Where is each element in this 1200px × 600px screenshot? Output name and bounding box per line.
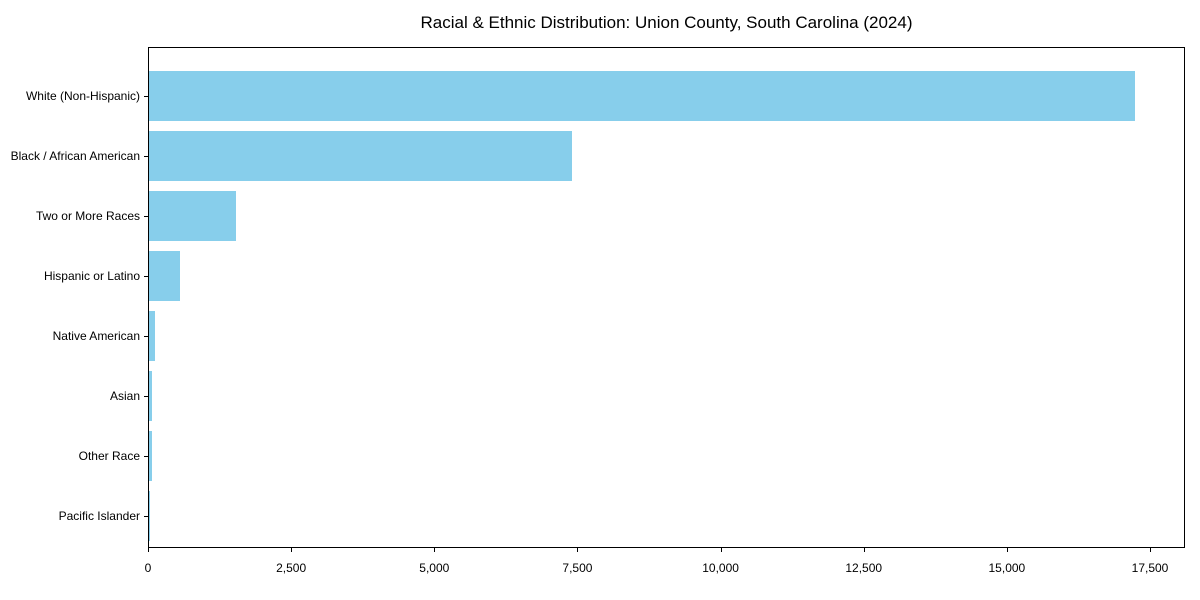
x-tick-label: 2,500	[276, 561, 307, 575]
y-tick-mark	[144, 156, 148, 157]
bar	[149, 131, 572, 181]
y-tick-mark	[144, 336, 148, 337]
y-tick-mark	[144, 216, 148, 217]
x-tick-label: 7,500	[562, 561, 593, 575]
y-tick-mark	[144, 96, 148, 97]
x-tick-mark	[148, 548, 149, 552]
category-label: Asian	[109, 389, 140, 403]
x-tick-mark	[291, 548, 293, 552]
category-label: Two or More Races	[35, 209, 140, 223]
x-tick-mark	[720, 548, 722, 552]
x-tick-label: 15,000	[988, 561, 1026, 575]
category-label: Pacific Islander	[58, 509, 140, 523]
bar	[149, 491, 150, 541]
y-tick-mark	[144, 396, 148, 397]
category-label: Native American	[52, 329, 140, 343]
y-tick-mark	[144, 456, 148, 457]
x-tick-label: 0	[144, 561, 152, 575]
bar	[149, 191, 236, 241]
category-label: Other Race	[78, 449, 140, 463]
x-tick-label: 12,500	[845, 561, 883, 575]
plot-area	[148, 47, 1185, 548]
bar	[149, 371, 152, 421]
x-tick-mark	[863, 548, 865, 552]
bar	[149, 311, 155, 361]
x-tick-mark	[1006, 548, 1008, 552]
x-tick-label: 10,000	[702, 561, 739, 575]
x-tick-mark	[434, 548, 436, 552]
chart-title: Racial & Ethnic Distribution: Union Coun…	[420, 13, 913, 32]
bar	[149, 431, 152, 481]
category-label: Black / African American	[10, 149, 140, 163]
y-tick-mark	[144, 276, 148, 277]
x-tick-label: 5,000	[419, 561, 450, 575]
y-tick-mark	[144, 516, 148, 517]
category-label: White (Non-Hispanic)	[25, 89, 140, 103]
bar	[149, 251, 181, 301]
x-tick-mark	[577, 548, 579, 552]
category-label: Hispanic or Latino	[43, 269, 140, 283]
x-tick-label: 17,500	[1131, 561, 1169, 575]
bar	[149, 71, 1135, 121]
x-tick-mark	[1150, 548, 1151, 552]
